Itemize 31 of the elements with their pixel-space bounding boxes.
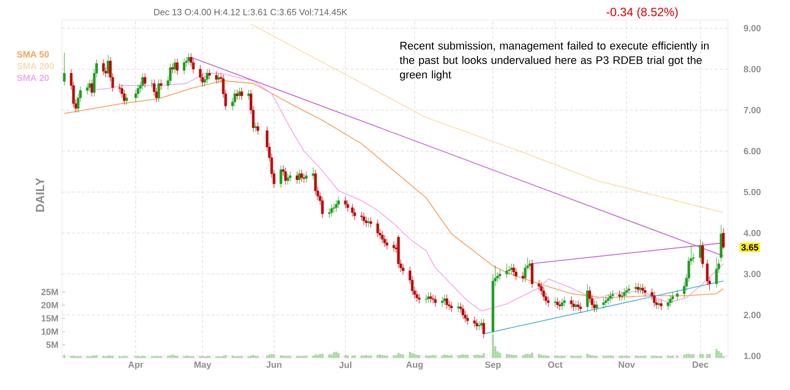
y-tick-label: 7.00 xyxy=(744,106,761,114)
y-tick-label: 5.00 xyxy=(744,188,761,196)
y-tick-label: 2.00 xyxy=(744,312,761,318)
y2-tick-label: 5M xyxy=(46,342,58,348)
y-tick-label: 8.00 xyxy=(744,66,761,72)
x-tick-label: Dec xyxy=(692,362,708,368)
x-tick-label: Aug xyxy=(406,362,423,370)
chart-subtitle: Dec 13 O:4.00 H:4.12 L:3.61 C:3.65 Vol:714.45K xyxy=(154,8,348,16)
x-tick-label: Oct xyxy=(548,362,563,368)
x-tick-label: Jul xyxy=(339,362,352,368)
x-tick-label: Jun xyxy=(266,362,282,368)
text: SMA 200 xyxy=(17,62,54,70)
text: -0.34 (8.52%) xyxy=(606,7,678,19)
annotation: Recent submission, management failed to execute efficiently in the past but looks undervalued here as P3 RDEB trial got the green light xyxy=(400,42,709,81)
text: DAILY xyxy=(36,178,44,212)
annotation: 3.65 xyxy=(741,244,758,251)
y-tick-label: 9.00 xyxy=(744,25,761,32)
x-tick-label: Sep xyxy=(484,362,501,370)
y2-tick-label: 25M xyxy=(41,288,58,296)
y-tick-label: 1.00 xyxy=(744,352,761,360)
x-tick-label: Nov xyxy=(618,362,636,368)
text: SMA 50 xyxy=(17,51,49,58)
x-tick-label: Apr xyxy=(128,362,144,370)
y-tick-label: 6.00 xyxy=(744,148,761,154)
y2-tick-label: 20M xyxy=(41,302,58,308)
y-tick-label: 4.00 xyxy=(744,230,761,236)
y2-tick-label: 10M xyxy=(42,328,58,335)
x-tick-label: May xyxy=(194,362,212,370)
text: SMA 20 xyxy=(17,74,49,82)
y2-tick-label: 15M xyxy=(42,315,58,322)
y-tick-label: 3.00 xyxy=(744,270,761,278)
